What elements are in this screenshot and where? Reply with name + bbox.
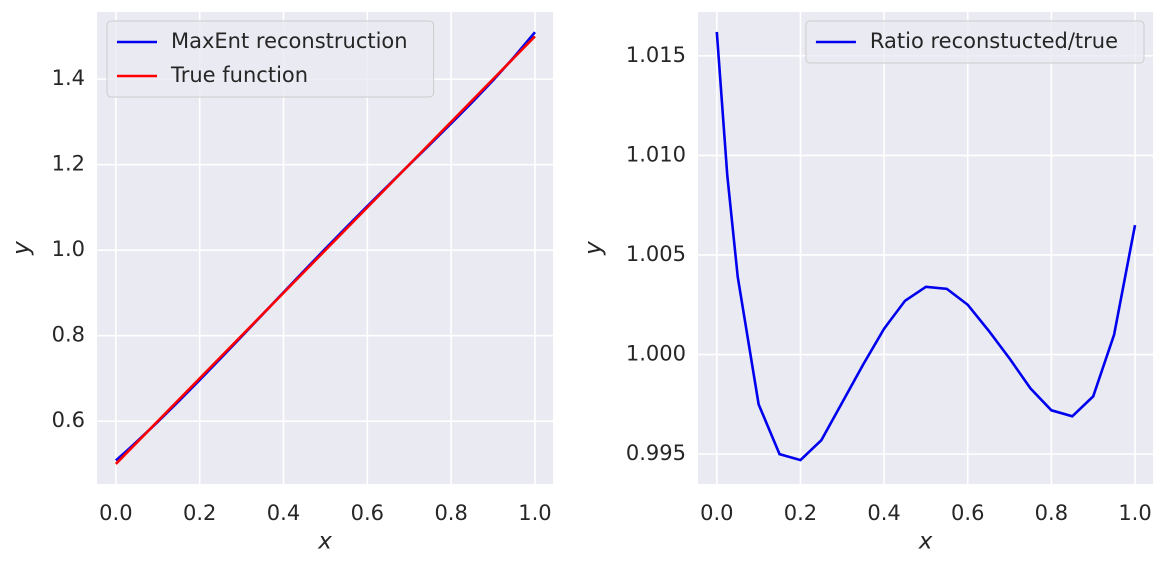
y-tick-label: 0.8 (52, 323, 85, 347)
legend-label: MaxEnt reconstruction (171, 29, 408, 53)
legend: MaxEnt reconstruction True function (106, 20, 435, 98)
y-tick-label: 1.010 (626, 142, 686, 166)
x-tick-label: 0.2 (183, 501, 216, 525)
y-tick-label: 1.4 (52, 66, 85, 90)
x-axis-label: x (918, 529, 933, 555)
x-tick-label: 0.4 (267, 501, 300, 525)
x-tick-label: 1.0 (1118, 501, 1151, 525)
x-tick-label: 0.6 (951, 501, 984, 525)
x-tick-label: 0.6 (351, 501, 384, 525)
x-tick-label: 0.0 (99, 501, 132, 525)
legend-label: True function (170, 63, 308, 87)
x-axis-label: x (317, 529, 332, 555)
y-axis-label: y (9, 241, 35, 256)
y-tick-label: 1.0 (52, 237, 85, 261)
plot-area (698, 12, 1153, 484)
x-tick-label: 0.0 (700, 501, 733, 525)
y-tick-label: 1.015 (626, 43, 686, 67)
legend-label: Ratio reconstucted/true (870, 29, 1118, 53)
y-tick-label: 1.000 (626, 342, 686, 366)
legend-box (106, 20, 435, 98)
y-axis-label: y (581, 241, 607, 256)
data-line (114, 35, 536, 465)
x-tick-label: 0.8 (1035, 501, 1068, 525)
y-tick-label: 0.6 (52, 408, 85, 432)
x-tick-label: 1.0 (518, 501, 551, 525)
data-line (715, 31, 1137, 462)
y-tick-label: 1.005 (626, 242, 686, 266)
legend: Ratio reconstucted/true (805, 20, 1145, 64)
x-tick-label: 0.2 (784, 501, 817, 525)
legend-box (805, 20, 1145, 64)
x-tick-label: 0.8 (434, 501, 467, 525)
x-tick-label: 0.4 (867, 501, 900, 525)
y-tick-label: 0.995 (626, 441, 686, 465)
y-tick-label: 1.2 (52, 152, 85, 176)
